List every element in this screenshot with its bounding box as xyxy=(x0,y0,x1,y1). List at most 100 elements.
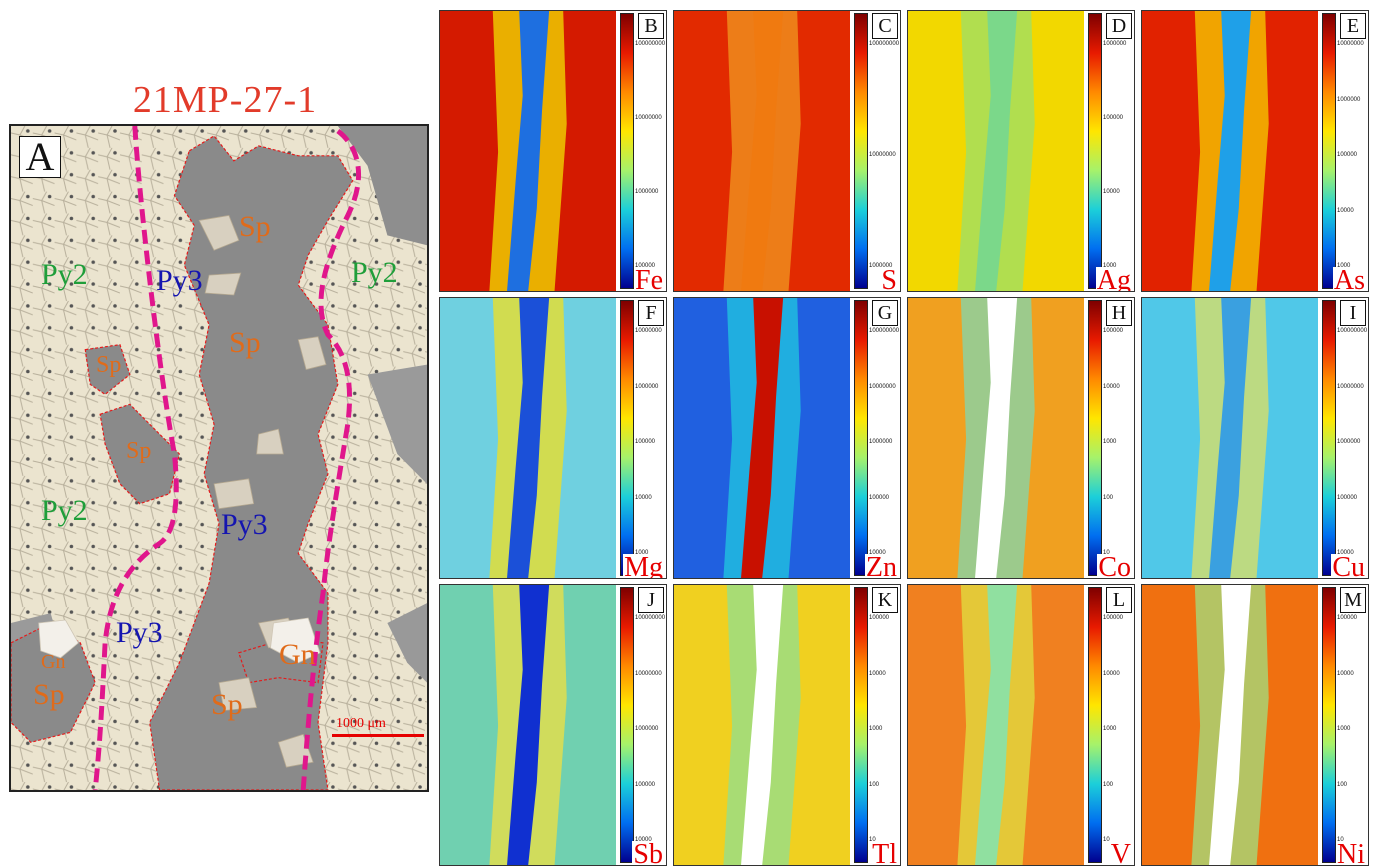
galena-regions xyxy=(38,617,321,664)
mineral-label-py2: Py2 xyxy=(351,256,398,289)
mineral-label-gn: Gn xyxy=(41,651,66,673)
element-symbol: As xyxy=(1332,267,1366,291)
element-map-ni: 100000 10000 1000 100 10 M Ni xyxy=(1141,584,1369,866)
panel-letter: E xyxy=(1340,13,1366,39)
colorbar-tick-label: 1000 xyxy=(635,550,649,556)
panel-letter: M xyxy=(1340,587,1366,613)
colorbar-tick-label: 10 xyxy=(1337,837,1344,843)
colorbar-tick-label: 100 xyxy=(1337,781,1348,788)
mineral-label-gn: Gn xyxy=(279,638,316,671)
element-symbol: Ni xyxy=(1336,841,1366,865)
colorbar-tick-label: 100000 xyxy=(635,263,656,269)
panel-letter: F xyxy=(638,300,664,326)
colorbar-tick-label: 1000000 xyxy=(1337,439,1361,445)
element-map-image xyxy=(1142,11,1318,291)
reflected-light-photomicrograph: A Py2 Py2 Py2 Py3 Py3 Py3 Sp Sp Sp Sp Sp… xyxy=(9,124,429,792)
colorbar xyxy=(1088,13,1102,289)
element-symbol: S xyxy=(880,267,898,291)
map-vein-zone xyxy=(741,298,784,578)
colorbar-tick-label: 10000 xyxy=(635,837,652,843)
colorbar-tick-label: 1000 xyxy=(1337,263,1351,269)
mineral-label-py3: Py3 xyxy=(116,616,163,649)
mineral-label-sp: Sp xyxy=(126,438,152,464)
colorbar-tick-label: 10000000 xyxy=(869,383,896,390)
colorbar xyxy=(1322,13,1336,289)
panel-letter: G xyxy=(872,300,898,326)
element-map-mg: 10000000 1000000 100000 10000 1000 F Mg xyxy=(439,297,667,579)
map-vein-zone xyxy=(741,585,784,865)
scale-bar xyxy=(332,734,424,737)
colorbar xyxy=(854,300,868,576)
panel-letter: L xyxy=(1106,587,1132,613)
colorbar-tick-label: 100 xyxy=(1103,494,1114,501)
mineral-label-sp: Sp xyxy=(211,688,243,721)
colorbar-tick-label: 1000 xyxy=(1103,439,1117,445)
colorbar-tick-label: 10000000 xyxy=(1337,383,1364,390)
panel-letter: C xyxy=(872,13,898,39)
colorbar-tick-label: 100 xyxy=(1103,781,1114,788)
element-map-co: 100000 10000 1000 100 10 H Co xyxy=(907,297,1135,579)
colorbar-tick-label: 100000 xyxy=(1103,615,1124,621)
map-vein-zone xyxy=(1209,585,1252,865)
element-symbol: Ag xyxy=(1095,267,1132,291)
colorbar-tick-label: 1000000 xyxy=(869,263,893,269)
element-map-image xyxy=(674,585,850,865)
colorbar xyxy=(854,13,868,289)
colorbar-tick-label: 100000 xyxy=(1103,115,1124,121)
element-map-image xyxy=(674,11,850,291)
colorbar xyxy=(1088,587,1102,863)
element-symbol: Fe xyxy=(634,267,664,291)
mineral-label-py2: Py2 xyxy=(41,494,88,527)
element-symbol: Tl xyxy=(871,841,898,865)
colorbar-tick-label: 1000 xyxy=(1337,726,1351,732)
element-map-image xyxy=(908,585,1084,865)
colorbar-tick-label: 10 xyxy=(869,837,876,843)
photomicrograph-drawing xyxy=(11,126,427,790)
element-map-as: 10000000 1000000 100000 10000 1000 E As xyxy=(1141,10,1369,292)
panel-letter: J xyxy=(638,587,664,613)
colorbar-tick-label: 100000000 xyxy=(635,615,666,621)
mineral-label-sp: Sp xyxy=(33,678,65,711)
mineral-label-sp: Sp xyxy=(239,210,271,243)
scale-bar-label: 1000 μm xyxy=(336,716,386,731)
colorbar-tick-label: 10000 xyxy=(1103,383,1120,390)
colorbar xyxy=(620,13,634,289)
colorbar-tick-label: 1000000 xyxy=(1103,41,1127,47)
element-map-cu: 100000000 10000000 1000000 100000 10000 I Cu xyxy=(1141,297,1369,579)
colorbar-tick-label: 1000 xyxy=(1103,263,1117,269)
map-vein-zone xyxy=(975,298,1018,578)
colorbar-tick-label: 10000000 xyxy=(869,152,896,158)
mineral-label-py3: Py3 xyxy=(156,264,203,297)
colorbar-tick-label: 1000000 xyxy=(635,726,659,732)
colorbar-tick-label: 1000000 xyxy=(1337,96,1361,103)
colorbar-tick-label: 100 xyxy=(869,781,880,788)
colorbar-tick-label: 1000000 xyxy=(635,383,659,390)
colorbar-tick-label: 1000 xyxy=(869,726,883,732)
panel-letter: D xyxy=(1106,13,1132,39)
element-map-zn: 100000000 10000000 1000000 100000 10000 G Zn xyxy=(673,297,901,579)
colorbar-tick-label: 10000000 xyxy=(1337,41,1364,47)
colorbar-tick-label: 100000 xyxy=(635,439,656,445)
colorbar-tick-label: 100000000 xyxy=(1337,328,1368,334)
colorbar-tick-label: 100000 xyxy=(1337,152,1358,158)
element-map-s: 100000000 10000000 1000000 C S xyxy=(673,10,901,292)
map-vein-zone xyxy=(507,298,550,578)
colorbar-tick-label: 100000 xyxy=(869,615,890,621)
colorbar xyxy=(620,587,634,863)
element-symbol: Co xyxy=(1097,554,1132,578)
colorbar-tick-label: 100000 xyxy=(1337,615,1358,621)
colorbar-tick-label: 10000 xyxy=(1103,189,1120,195)
colorbar-tick-label: 100000000 xyxy=(869,41,900,47)
mineral-label-py3: Py3 xyxy=(221,508,268,541)
element-map-tl: 100000 10000 1000 100 10 K Tl xyxy=(673,584,901,866)
element-map-image xyxy=(908,11,1084,291)
element-map-image xyxy=(1142,298,1318,578)
element-map-image xyxy=(674,298,850,578)
panel-letter: I xyxy=(1340,300,1366,326)
element-map-ag: 1000000 100000 10000 1000 D Ag xyxy=(907,10,1135,292)
panel-letter-a: A xyxy=(19,136,61,178)
element-symbol: V xyxy=(1109,841,1132,865)
map-vein-zone xyxy=(1209,298,1252,578)
colorbar xyxy=(1322,300,1336,576)
element-map-image xyxy=(1142,585,1318,865)
